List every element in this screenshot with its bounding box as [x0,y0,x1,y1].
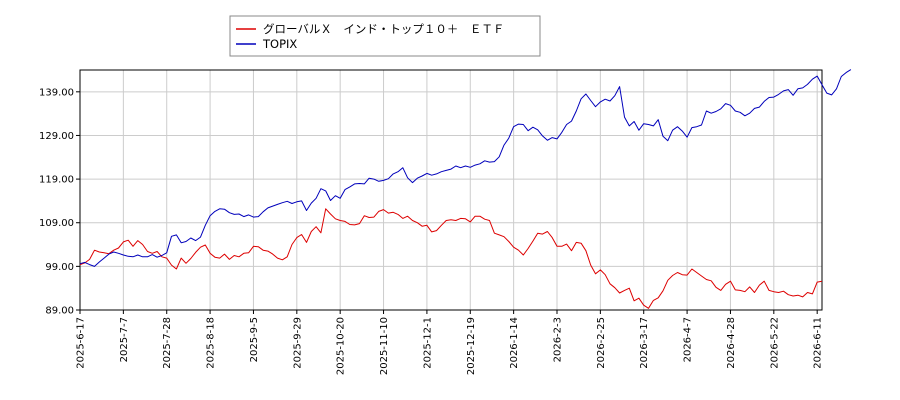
x-tick-label: 2026-5-22 [769,317,780,369]
x-tick-label: 2025-7-28 [162,317,173,369]
legend-label-0: グローバルＸ インド・トップ１０＋ ＥＴＦ [263,22,504,36]
x-tick-label: 2025-9-29 [292,317,303,369]
x-tick-label: 2026-2-3 [553,317,564,362]
legend: グローバルＸ インド・トップ１０＋ ＥＴＦ TOPIX [229,15,541,57]
y-tick-label: 99.00 [45,262,74,273]
x-tick-label: 2026-3-17 [639,317,650,369]
x-tick-label: 2025-11-10 [379,317,390,375]
x-tick-label: 2025-8-18 [206,317,217,369]
y-tick-label: 119.00 [39,175,74,186]
x-tick-label: 2025-6-17 [76,317,87,369]
x-tick-label: 2026-4-28 [726,317,737,369]
x-tick-label: 2026-4-7 [683,317,694,362]
series-line-topix [79,69,852,267]
x-tick-label: 2025-10-20 [336,317,347,375]
y-tick-label: 129.00 [39,131,74,142]
series-lines [79,69,852,309]
series-line-global-x-india-top10-etf [79,208,823,309]
x-tick-label: 2025-7-7 [119,317,130,362]
y-tick-label: 139.00 [39,87,74,98]
y-axis: 89.00 99.00 109.00 119.00 129.00 139.00 [39,87,80,317]
grid [79,70,822,311]
x-axis: 2025-6-17 2025-7-7 2025-7-28 2025-8-18 2025-… [76,310,824,375]
legend-label-1: TOPIX [262,37,297,51]
x-tick-label: 2026-6-11 [813,317,824,369]
y-tick-label: 89.00 [45,306,74,317]
x-tick-label: 2025-9-5 [249,317,260,362]
x-tick-label: 2026-1-14 [509,317,520,369]
x-tick-label: 2025-12-19 [466,317,477,375]
y-tick-label: 109.00 [39,218,74,229]
x-tick-label: 2026-2-25 [596,317,607,369]
legend-box [229,15,541,57]
x-tick-label: 2025-12-1 [422,317,433,369]
plot-area [79,69,823,311]
